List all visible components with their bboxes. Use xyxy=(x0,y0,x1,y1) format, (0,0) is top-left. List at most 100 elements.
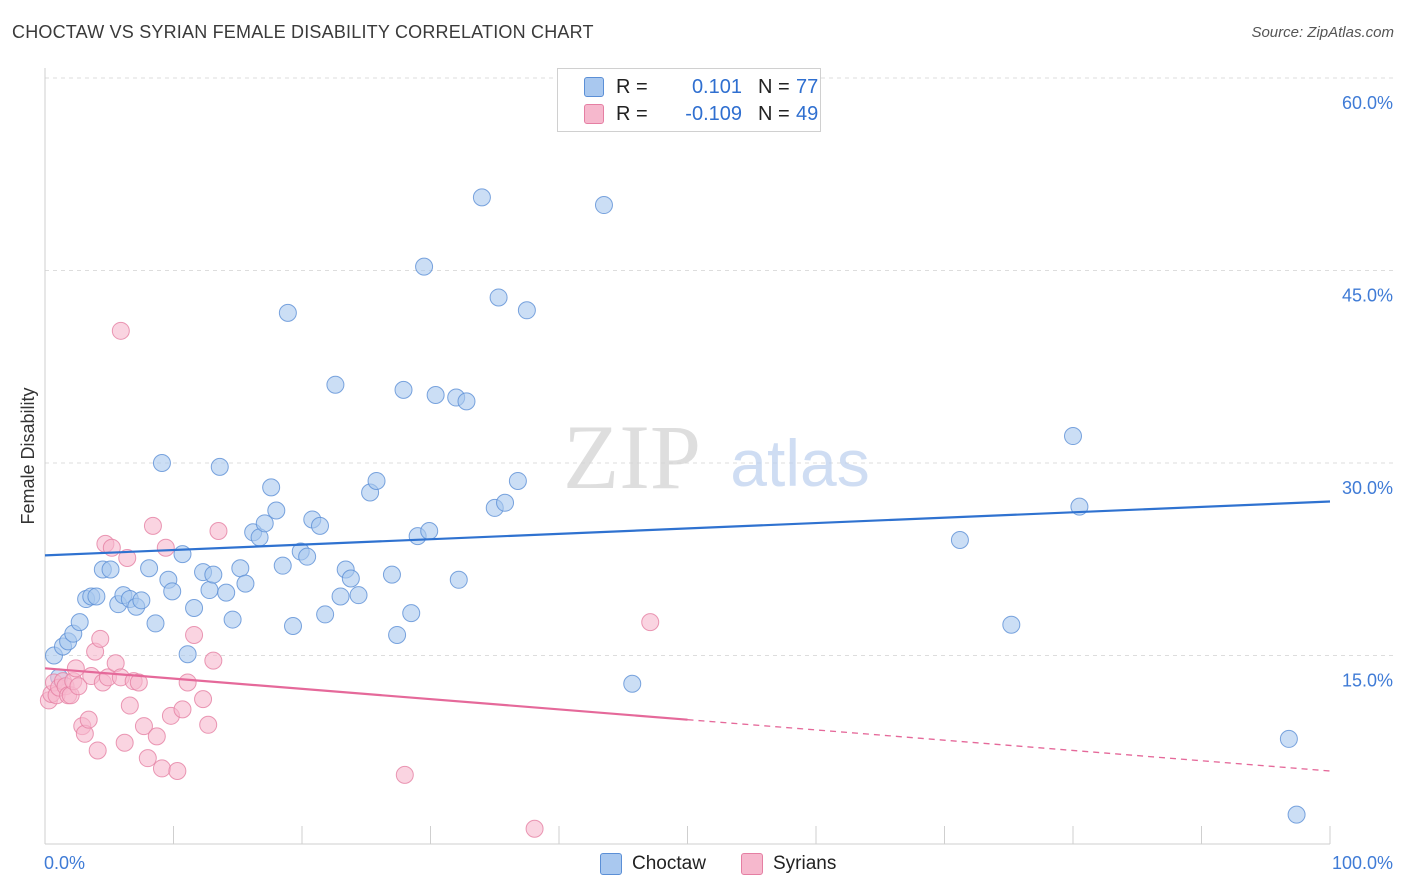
choctaw-point xyxy=(204,565,223,584)
syrians-point xyxy=(129,673,148,692)
tick-labels: 15.0% 30.0% 45.0% 60.0% 0.0% 100.0% xyxy=(44,93,1393,873)
choctaw-point xyxy=(331,587,350,606)
trend-line-syrians xyxy=(44,667,688,721)
choctaw-point xyxy=(349,586,368,605)
choctaw-point xyxy=(341,569,360,588)
n-label: N = xyxy=(758,75,790,98)
syrians-swatch xyxy=(584,104,604,124)
x-tick-label: 0.0% xyxy=(44,853,85,873)
stats-box: R = 0.101 N = 77 R = -0.109 N = 49 xyxy=(557,68,821,132)
source-label: Source: ZipAtlas.com xyxy=(1251,24,1394,41)
x-tick-label: 100.0% xyxy=(1332,853,1393,873)
choctaw-point xyxy=(415,257,434,276)
syrians-point xyxy=(143,516,162,535)
choctaw-point xyxy=(394,380,413,399)
choctaw-swatch xyxy=(584,77,604,97)
choctaw-point xyxy=(1279,729,1298,748)
choctaw-point xyxy=(173,545,192,564)
choctaw-point xyxy=(152,454,171,472)
n-value: 77 xyxy=(796,75,819,98)
choctaw-point xyxy=(388,625,407,644)
choctaw-point xyxy=(298,547,317,566)
syrians-point xyxy=(199,715,218,734)
syrians-point xyxy=(88,741,107,760)
choctaw-point xyxy=(262,478,281,497)
choctaw-point xyxy=(217,583,236,602)
trend-layer xyxy=(44,500,1331,772)
choctaw-point xyxy=(1287,805,1306,824)
choctaw-point xyxy=(496,493,515,512)
syrians-point xyxy=(111,321,130,340)
syrians-point xyxy=(120,696,139,715)
syrians-point xyxy=(152,759,171,778)
choctaw-point xyxy=(273,556,292,575)
legend-choctaw-label: Choctaw xyxy=(632,853,706,874)
syrians-point xyxy=(147,727,166,746)
syrians-point xyxy=(118,548,137,567)
r-value: -0.109 xyxy=(685,102,742,125)
r-label: R = xyxy=(616,75,648,98)
choctaw-point xyxy=(284,616,303,635)
r-label: R = xyxy=(616,102,648,125)
syrians-point xyxy=(204,651,223,670)
watermark-atlas: atlas xyxy=(730,426,869,500)
stats-row-syrians: R = -0.109 N = 49 xyxy=(584,101,818,127)
choctaw-point xyxy=(223,610,242,629)
choctaw-point xyxy=(489,288,508,307)
chart-title: CHOCTAW VS SYRIAN FEMALE DISABILITY CORR… xyxy=(12,22,594,42)
choctaw-point xyxy=(449,570,468,589)
choctaw-point xyxy=(200,581,219,600)
syrians-point xyxy=(168,762,187,780)
choctaw-point xyxy=(623,674,642,693)
syrians-point xyxy=(185,625,204,644)
syrians-point xyxy=(641,613,660,632)
r-value: 0.101 xyxy=(691,75,742,98)
choctaw-point xyxy=(594,196,613,215)
choctaw-point xyxy=(950,531,969,549)
choctaw-point xyxy=(70,613,89,632)
choctaw-point xyxy=(367,471,386,490)
syrians-point xyxy=(66,659,85,678)
choctaw-point xyxy=(178,645,197,664)
n-value: 49 xyxy=(796,102,819,125)
choctaw-point xyxy=(1002,615,1021,634)
y-axis-label: Female Disability xyxy=(18,387,38,524)
syrians-point xyxy=(173,700,192,719)
choctaw-point xyxy=(402,604,421,623)
legend-choctaw-swatch xyxy=(600,853,622,875)
syrians-point xyxy=(194,690,213,709)
choctaw-point xyxy=(508,471,527,490)
y-tick-label: 30.0% xyxy=(1342,478,1393,498)
n-label: N = xyxy=(758,102,790,125)
choctaw-point xyxy=(382,565,401,584)
choctaw-point xyxy=(310,516,329,535)
trend-line-choctaw xyxy=(44,500,1331,557)
stats-row-choctaw: R = 0.101 N = 77 xyxy=(584,74,818,100)
y-tick-label: 45.0% xyxy=(1342,286,1393,306)
syrians-point xyxy=(134,717,153,736)
choctaw-point xyxy=(1064,427,1082,446)
choctaw-point xyxy=(146,614,165,633)
choctaw-point xyxy=(267,501,286,520)
syrians-point xyxy=(91,629,110,648)
choctaw-point xyxy=(185,599,204,618)
choctaw-point xyxy=(457,392,476,411)
choctaw-point xyxy=(420,522,439,541)
y-tick-label: 60.0% xyxy=(1342,93,1393,113)
choctaw-point xyxy=(472,188,491,207)
syrians-point xyxy=(138,749,157,768)
legend-choctaw[interactable]: Choctaw xyxy=(600,850,706,878)
syrians-point xyxy=(525,819,544,838)
choctaw-point xyxy=(236,574,255,593)
legend-syrians[interactable]: Syrians xyxy=(741,850,836,878)
choctaw-point xyxy=(517,301,536,320)
choctaw-point xyxy=(316,605,335,624)
choctaw-point xyxy=(426,385,445,404)
choctaw-point xyxy=(132,591,151,610)
axis-layer xyxy=(44,68,1331,845)
choctaw-point xyxy=(210,457,229,476)
choctaw-point xyxy=(163,582,182,601)
syrians-point xyxy=(395,765,414,784)
syrians-point xyxy=(209,522,228,541)
watermark-zip: ZIP xyxy=(563,406,701,508)
